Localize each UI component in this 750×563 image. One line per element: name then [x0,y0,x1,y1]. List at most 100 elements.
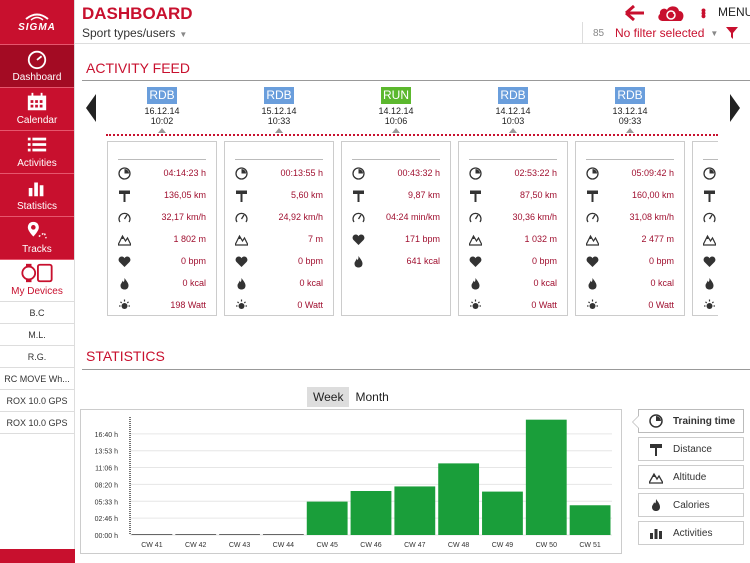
device-item[interactable]: R.G. [0,346,74,368]
speedometer-icon [469,212,482,222]
device-item[interactable]: B.C [0,302,74,324]
chart-bar[interactable] [569,505,611,535]
activity-time: 10:03 [501,116,525,126]
x-tick-label: CW 45 [316,542,338,549]
chart-bar[interactable] [175,534,217,535]
nav-my-devices[interactable]: My Devices [0,259,74,302]
activity-card[interactable]: 04:14:23 h 136,05 km 32,17 km/h 1 802 m 0 bp… [107,141,217,316]
mountain-icon [586,234,599,246]
period-tabs: Week Month [307,387,395,407]
chart-bar[interactable] [350,490,392,535]
filter-funnel-icon[interactable] [726,27,739,39]
stopwatch-icon [118,166,131,180]
metric-value: 641 kcal [406,256,440,266]
metric-value: 30,36 km/h [512,212,557,222]
metric-value: 0 bpm [648,256,674,266]
metric-value: 0 bpm [531,256,557,266]
metric-altitude[interactable]: Altitude [638,465,744,489]
metric-value: 0 Watt [531,300,557,310]
activity-header[interactable]: RDB 14.12.14 10:03 [483,87,543,133]
metric-value: 00:43:32 h [397,168,440,178]
chart-bar[interactable] [482,491,523,535]
metric-row: 0 Watt [225,294,333,316]
sport-type-badge: RDB [264,87,294,104]
timeline-marker [626,128,634,133]
metric-value: 32,17 km/h [161,212,206,222]
nav-activities[interactable]: Activities [0,130,74,173]
filter-text: No filter selected [615,26,705,40]
card-divider [352,159,440,160]
activity-card[interactable]: 00:13:55 h 5,60 km 24,92 km/h 7 m 0 bpm 0 kca… [224,141,334,316]
activity-card[interactable]: 00:43:32 h 9,87 km 04:24 min/km 171 bpm 641 … [341,141,451,316]
tab-month[interactable]: Month [355,390,389,404]
back-arrow-icon[interactable] [624,4,646,22]
nav-statistics[interactable]: Statistics [0,173,74,216]
metric-row: 05:09:42 h [576,162,684,184]
chart-bar[interactable] [262,534,304,535]
nav-tracks[interactable]: Tracks [0,216,74,259]
y-tick-label: 05:33 h [95,499,118,506]
chart-bar[interactable] [438,463,480,535]
x-tick-label: CW 46 [360,542,382,549]
nav-dashboard[interactable]: Dashboard [0,44,74,87]
chart-bar[interactable] [525,419,567,535]
cloud-sync-icon[interactable] [656,3,686,23]
filter-dropdown[interactable]: 85 No filter selected ▼ [582,22,750,44]
device-item[interactable]: RC MOVE Wh... [0,368,74,390]
calendar-icon [27,92,47,111]
y-tick-label: 08:20 h [95,482,118,489]
flame-icon [237,277,246,289]
nav-calendar[interactable]: Calendar [0,87,74,130]
activity-header[interactable]: RDB 15.12.14 10:33 [249,87,309,133]
lightbulb-icon [236,299,247,309]
map-pin-icon [27,221,47,239]
activity-card[interactable]: 05:09:42 h 160,00 km 31,08 km/h 2 477 m 0 bp… [575,141,685,316]
metric-value: 198 Watt [170,300,206,310]
lightbulb-icon [119,299,130,309]
sigma-logo: SIGMA [0,0,74,44]
metric-value: 24,92 km/h [278,212,323,222]
timeline-marker [275,128,283,133]
activity-time: 10:02 [150,116,174,126]
timeline-marker [158,128,166,133]
x-tick-label: CW 43 [229,542,251,549]
feed-prev-arrow-icon[interactable] [86,94,96,122]
page-title: DASHBOARD [82,4,193,23]
chart-bar[interactable] [219,534,260,535]
chart-bar[interactable] [306,501,348,535]
signpost-icon [470,190,481,202]
flame-icon [354,255,363,267]
device-item[interactable]: ROX 10.0 GPS [0,412,74,434]
metric-value: 9,87 km [407,190,440,200]
metric-value: 87,50 km [519,190,557,200]
signpost-icon [353,190,364,202]
x-tick-label: CW 47 [404,542,426,549]
metric-label: Calories [673,499,710,511]
activity-header[interactable]: RDB 16.12.14 10:02 [132,87,192,133]
chart-bar[interactable] [131,534,173,535]
metric-calories[interactable]: Calories [638,493,744,517]
device-item[interactable]: ROX 10.0 GPS [0,390,74,412]
metric-activities[interactable]: Activities [638,521,744,545]
metric-distance[interactable]: Distance [638,437,744,461]
speedometer-icon [703,212,716,222]
menu-button[interactable]: ••• MENU [696,5,750,19]
logo-text: SIGMA [18,21,56,33]
metric-value: 0 kcal [650,278,674,288]
activity-header[interactable]: RDB 13.12.14 09:33 [600,87,660,133]
activity-card-partial[interactable] [692,141,718,316]
tab-week[interactable]: Week [307,387,350,407]
flame-icon [120,277,129,289]
activity-card[interactable]: 02:53:22 h 87,50 km 30,36 km/h 1 032 m 0 bpm… [458,141,568,316]
device-item[interactable]: M.L. [0,324,74,346]
metric-training-time[interactable]: Training time [632,409,744,433]
activity-header[interactable]: RUN 14.12.14 10:06 [366,87,426,133]
metric-row: 0 Watt [576,294,684,316]
heart-icon [118,256,131,267]
card-divider [469,159,557,160]
feed-next-arrow-icon[interactable] [730,94,740,122]
sport-users-dropdown[interactable]: Sport types/users ▼ [82,26,187,40]
timeline-line [106,134,718,136]
metric-row [693,162,718,184]
chart-bar[interactable] [394,486,436,535]
